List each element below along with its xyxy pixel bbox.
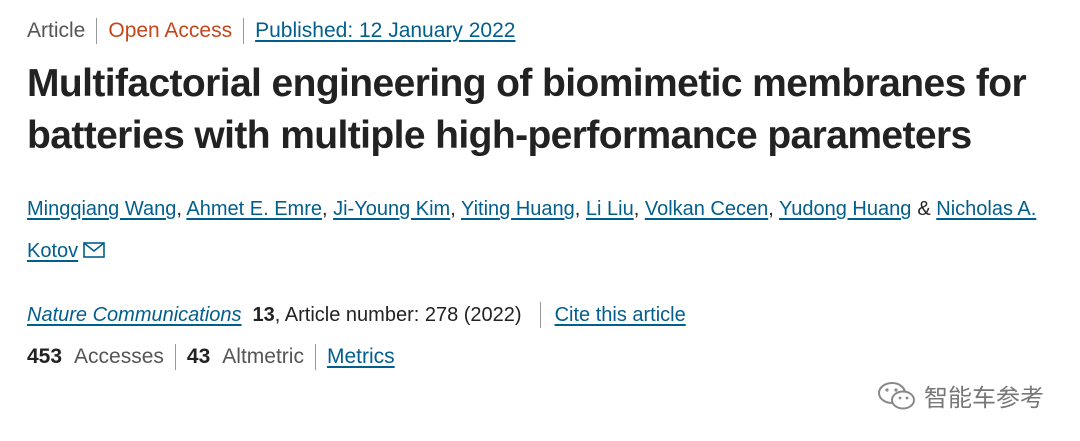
altmetric-label: Altmetric bbox=[222, 345, 304, 368]
accesses-count: 453 bbox=[27, 345, 63, 368]
author-link[interactable]: Volkan Cecen bbox=[644, 198, 769, 220]
author-link[interactable]: Mingqiang Wang bbox=[27, 198, 177, 220]
author-separator: , bbox=[574, 198, 581, 220]
separator bbox=[174, 344, 176, 370]
author-link[interactable]: Li Liu bbox=[585, 198, 634, 220]
author-link[interactable]: Ahmet E. Emre bbox=[186, 198, 322, 220]
article-header: Article Open Access Published: 12 Januar… bbox=[27, 16, 1067, 378]
open-access: Open Access bbox=[108, 19, 233, 42]
journal-link[interactable]: Nature Communications bbox=[27, 304, 242, 326]
author-link[interactable]: Ji-Young Kim bbox=[333, 198, 451, 220]
metrics-link[interactable]: Metrics bbox=[326, 345, 395, 368]
article-title: Multifactorial engineering of biomimetic… bbox=[27, 62, 1027, 157]
separator bbox=[96, 18, 98, 44]
published-date[interactable]: Published: 12 January 2022 bbox=[255, 19, 516, 42]
author-separator: , bbox=[450, 198, 456, 220]
metrics-row: 453 Accesses 43 Altmetric Metrics bbox=[27, 336, 1067, 378]
wechat-icon bbox=[878, 381, 915, 409]
altmetric-count: 43 bbox=[186, 345, 211, 368]
author-list: Mingqiang Wang, Ahmet E. Emre, Ji-Young … bbox=[27, 188, 1067, 272]
email-icon[interactable] bbox=[83, 242, 105, 258]
article-number: , Article number: 278 (2022) bbox=[274, 304, 522, 326]
author-link[interactable]: Yiting Huang bbox=[460, 198, 575, 220]
author-separator: , bbox=[633, 198, 640, 220]
separator bbox=[243, 18, 245, 44]
accesses-label: Accesses bbox=[74, 345, 164, 368]
author-link[interactable]: Nicholas A. Kotov bbox=[27, 198, 1037, 262]
watermark-text: 智能车参考 bbox=[924, 384, 1044, 412]
author-separator: & bbox=[917, 198, 931, 220]
author-separator: , bbox=[176, 198, 182, 220]
author-separator: , bbox=[321, 198, 328, 220]
meta-row: Article Open Access Published: 12 Januar… bbox=[27, 16, 1067, 46]
volume: 13 bbox=[252, 304, 275, 326]
article-type: Article bbox=[27, 19, 86, 42]
separator bbox=[539, 302, 541, 328]
author-link[interactable]: Yudong Huang bbox=[779, 198, 912, 220]
cite-link[interactable]: Cite this article bbox=[554, 304, 686, 326]
watermark: 智能车参考 bbox=[876, 378, 1044, 413]
citation: Nature Communications 13 , Article numbe… bbox=[27, 294, 1067, 336]
separator bbox=[314, 344, 316, 370]
author-separator: , bbox=[768, 198, 774, 220]
